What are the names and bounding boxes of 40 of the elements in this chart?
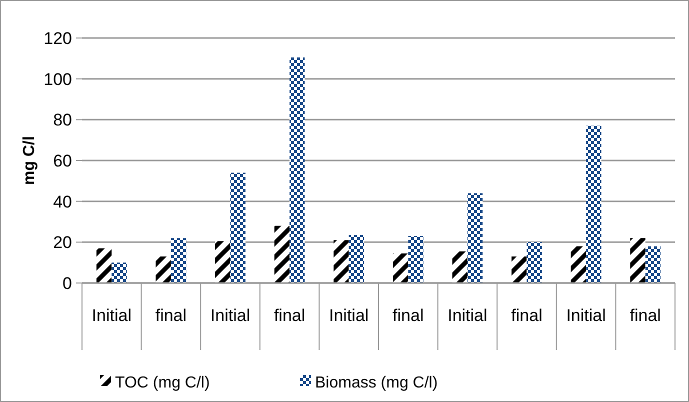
x-tick-label: final bbox=[392, 306, 424, 325]
bar bbox=[112, 262, 127, 283]
bar bbox=[645, 246, 661, 283]
bar bbox=[467, 193, 483, 283]
bar bbox=[630, 238, 646, 283]
x-tick-label: final bbox=[511, 306, 542, 325]
bar bbox=[334, 240, 349, 283]
y-tick-label: 60 bbox=[53, 151, 72, 170]
bar bbox=[156, 256, 171, 283]
bar bbox=[526, 242, 542, 283]
bar bbox=[170, 238, 186, 283]
bar bbox=[408, 236, 424, 283]
x-tick-label: Initial bbox=[210, 306, 250, 325]
x-tick-label: Initial bbox=[448, 306, 488, 325]
bar bbox=[570, 246, 586, 283]
y-tick-label: 100 bbox=[44, 70, 72, 89]
y-tick-label: 40 bbox=[53, 192, 72, 212]
bar bbox=[586, 126, 602, 283]
y-axis-title: mg C/l bbox=[21, 136, 38, 185]
bar bbox=[274, 226, 290, 283]
bar bbox=[290, 57, 305, 283]
y-tick-label: 20 bbox=[53, 233, 72, 252]
y-tick-label: 0 bbox=[62, 274, 72, 293]
bar bbox=[512, 256, 527, 283]
x-tick-label: Initial bbox=[566, 306, 606, 325]
x-tick-label: final bbox=[274, 306, 306, 325]
bar bbox=[230, 172, 246, 283]
x-tick-label: final bbox=[630, 306, 661, 325]
bar bbox=[348, 235, 364, 283]
x-tick-label: Initial bbox=[92, 306, 132, 325]
legend-label: TOC (mg C/l) bbox=[115, 374, 210, 392]
y-tick-label: 120 bbox=[44, 28, 72, 48]
legend-label: Biomass (mg C/l) bbox=[315, 374, 438, 392]
bar bbox=[96, 248, 112, 283]
y-tick-label: 80 bbox=[53, 110, 72, 130]
bar bbox=[392, 253, 408, 283]
bar bbox=[215, 241, 230, 283]
x-tick-label: final bbox=[155, 306, 187, 325]
x-tick-label: Initial bbox=[329, 306, 369, 325]
bar bbox=[452, 251, 468, 283]
